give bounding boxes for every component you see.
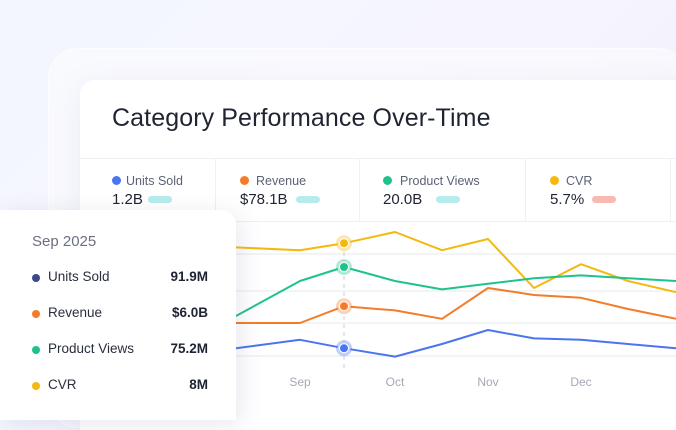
metric-label: Units Sold	[126, 174, 183, 188]
point-marker	[340, 302, 348, 311]
metric-divider	[525, 159, 526, 221]
card-title: Category Performance Over-Time	[112, 104, 491, 132]
metric-dot	[383, 176, 392, 185]
line-chart: Sep Oct Nov Dec	[235, 231, 676, 389]
metrics-bar: Units Sold 1.2B Revenue $78.1B Product V…	[80, 158, 676, 222]
tooltip-dot	[32, 274, 40, 282]
tooltip-label: Revenue	[48, 305, 103, 320]
point-marker	[340, 344, 348, 353]
metric-trend-pill	[436, 196, 460, 203]
tooltip-value: 91.9M	[170, 269, 208, 284]
metric-dot	[112, 176, 121, 185]
metric-dot	[240, 176, 249, 185]
series-line-units-sold	[235, 329, 676, 358]
series-line-revenue	[236, 287, 676, 324]
metric-label: CVR	[566, 174, 593, 188]
tooltip-value: 75.2M	[170, 341, 208, 356]
metric-trend-pill	[296, 196, 320, 203]
x-tick-label: Oct	[386, 375, 405, 389]
tooltip-dot	[32, 346, 40, 354]
tooltip-value: 8M	[189, 377, 208, 392]
metric-value: 5.7%	[550, 191, 585, 208]
tooltip-label: CVR	[48, 377, 77, 392]
tooltip-row-revenue: Revenue $6.0B	[32, 305, 208, 323]
metric-value: 1.2B	[112, 191, 143, 208]
series-line-product-views	[235, 266, 676, 317]
x-tick-label: Dec	[570, 375, 591, 389]
metric-divider	[670, 159, 671, 221]
x-tick-label: Sep	[289, 375, 311, 389]
tooltip-dot	[32, 310, 40, 318]
tooltip-row-units-sold: Units Sold 91.9M	[32, 269, 208, 287]
x-tick-label: Nov	[477, 375, 498, 389]
metric-label: Revenue	[256, 174, 307, 188]
tooltip-value: $6.0B	[171, 305, 208, 320]
metric-divider	[359, 159, 360, 221]
metric-divider	[215, 159, 216, 221]
metric-label: Product Views	[400, 174, 480, 188]
tooltip-label: Units Sold	[48, 269, 110, 284]
series-line-cvr	[235, 231, 676, 294]
tooltip-row-cvr: CVR 8M	[32, 377, 208, 395]
metric-trend-pill	[148, 196, 172, 203]
tooltip-dot	[32, 382, 40, 390]
tooltip-label: Product Views	[48, 341, 135, 356]
point-marker	[340, 239, 348, 248]
metric-dot	[550, 176, 559, 185]
metric-value: $78.1B	[240, 191, 288, 208]
metric-value: 20.0B	[383, 191, 423, 208]
tooltip-row-product-views: Product Views 75.2M	[32, 341, 208, 359]
tooltip-title: Sep 2025	[32, 233, 97, 250]
point-marker	[340, 263, 348, 271]
metric-trend-pill	[592, 196, 616, 203]
